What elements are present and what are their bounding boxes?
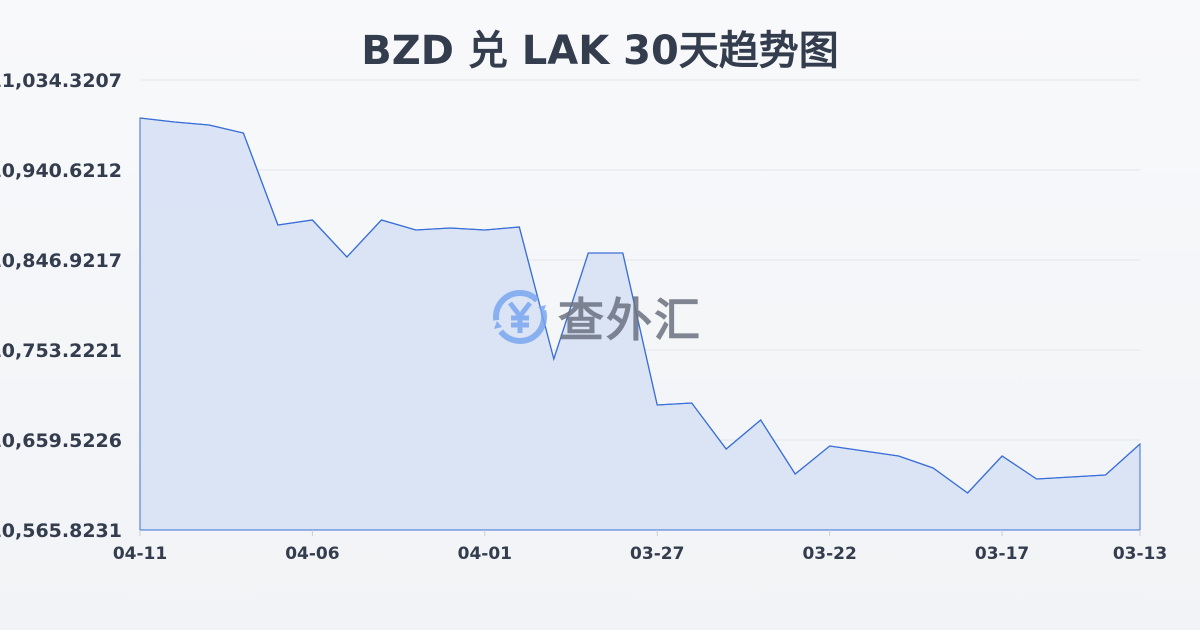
series-line [139, 117, 1141, 494]
x-tick-label: 03-22 [802, 544, 856, 564]
x-tick-label: 03-17 [975, 544, 1029, 564]
x-tick-label: 03-13 [1113, 544, 1167, 564]
watermark-text: 查外汇 [558, 293, 702, 347]
x-tick-label: 03-27 [630, 544, 684, 564]
y-tick-label: 10,846.9217 [0, 250, 122, 272]
y-tick-label: 11,034.3207 [0, 70, 122, 92]
y-tick-label: 10,659.5226 [0, 430, 122, 452]
y-tick-label: 10,940.6212 [0, 160, 122, 182]
y-tick-label: 10,565.8231 [0, 520, 122, 542]
x-tick-label: 04-11 [113, 544, 167, 564]
yen-exchange-icon [493, 290, 547, 344]
watermark: 查外汇 [488, 284, 702, 350]
chart-title: BZD 兑 LAK 30天趋势图 [361, 28, 839, 74]
y-tick-label: 10,753.2221 [0, 340, 122, 362]
x-tick-label: 04-01 [458, 544, 512, 564]
x-tick-label: 04-06 [285, 544, 339, 564]
